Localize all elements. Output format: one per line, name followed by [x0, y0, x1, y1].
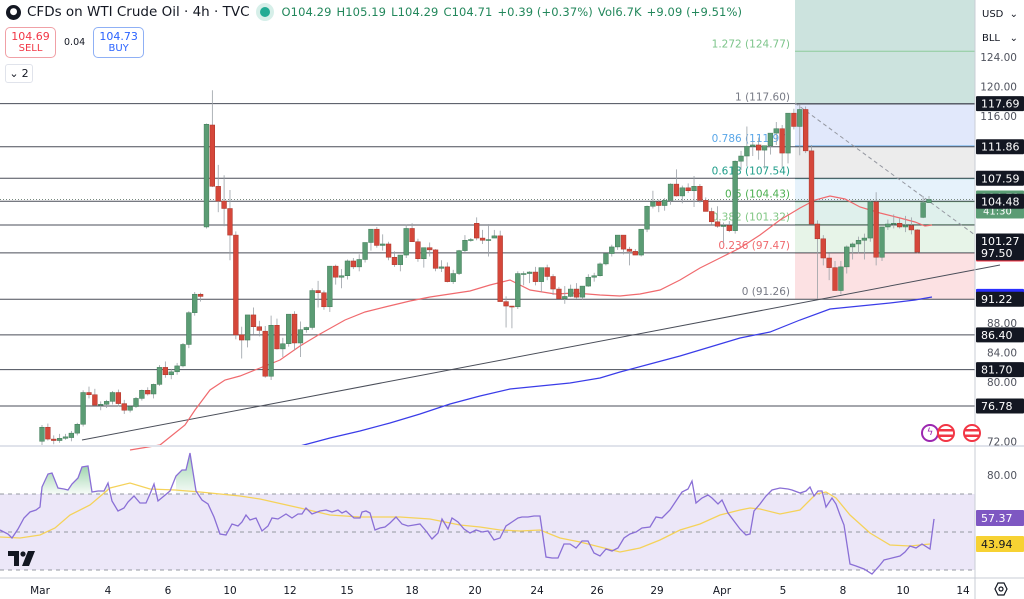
svg-text:8: 8	[840, 585, 847, 597]
svg-text:97.50: 97.50	[981, 247, 1013, 260]
svg-text:41:30: 41:30	[983, 207, 1012, 218]
svg-text:1.272 (124.77): 1.272 (124.77)	[712, 38, 790, 50]
svg-text:1 (117.60): 1 (117.60)	[735, 91, 790, 103]
buy-button[interactable]: 104.73 BUY	[93, 27, 145, 58]
spread-value: 0.04	[64, 37, 86, 48]
svg-text:80.00: 80.00	[987, 377, 1017, 389]
svg-text:0 (91.26): 0 (91.26)	[742, 286, 790, 298]
svg-text:80.00: 80.00	[987, 470, 1017, 482]
svg-text:10: 10	[896, 585, 909, 597]
sell-price: 104.69	[11, 29, 50, 43]
ohlc-values: O104.29 H105.19 L104.29 C104.71 +0.39 (+0.37…	[282, 5, 748, 19]
svg-text:43.94: 43.94	[981, 538, 1013, 551]
svg-text:12: 12	[283, 585, 296, 597]
svg-text:14: 14	[956, 585, 970, 597]
svg-text:84.00: 84.00	[987, 348, 1017, 360]
sell-label: SELL	[18, 42, 43, 54]
fib-retracement-zones[interactable]	[795, 0, 975, 299]
svg-text:0.618 (107.54): 0.618 (107.54)	[712, 166, 790, 178]
rsi-pane[interactable]	[0, 445, 1024, 575]
svg-text:18: 18	[405, 585, 418, 597]
svg-text:29: 29	[650, 585, 663, 597]
us-flag-event-icon[interactable]	[937, 424, 955, 442]
volume-value: Vol6.7K	[597, 5, 642, 19]
svg-text:Mar: Mar	[30, 585, 50, 597]
moving-averages	[129, 195, 933, 451]
svg-text:57.37: 57.37	[981, 512, 1013, 525]
svg-text:104.48: 104.48	[981, 195, 1020, 208]
currency-label: USD	[982, 8, 1004, 20]
buy-label: BUY	[108, 42, 129, 54]
chevron-down-icon: ⌄	[9, 67, 19, 80]
svg-text:4: 4	[105, 585, 112, 597]
svg-text:24: 24	[530, 585, 544, 597]
svg-text:20: 20	[468, 585, 481, 597]
change-value: +0.39 (+0.37%)	[497, 5, 593, 19]
svg-text:111.86: 111.86	[981, 141, 1020, 154]
svg-text:0.236 (97.47): 0.236 (97.47)	[718, 240, 790, 252]
svg-text:88.00: 88.00	[987, 318, 1017, 330]
svg-text:86.40: 86.40	[981, 329, 1013, 342]
svg-text:91.22: 91.22	[981, 293, 1013, 306]
svg-text:Apr: Apr	[713, 585, 732, 597]
market-status-icon	[259, 7, 270, 17]
trade-panel: 104.69 SELL 0.04 104.73 BUY	[5, 27, 145, 58]
svg-text:124.00: 124.00	[980, 52, 1017, 64]
chart-legend: ● CFDs on WTI Crude Oil · 4h · TVC O104.…	[6, 4, 747, 20]
buy-price: 104.73	[99, 29, 138, 43]
svg-text:0.382 (101.32): 0.382 (101.32)	[712, 212, 790, 224]
settings-gear-icon[interactable]	[994, 582, 1008, 596]
svg-text:0.5 (104.43): 0.5 (104.43)	[725, 189, 790, 201]
svg-text:116.00: 116.00	[980, 111, 1017, 123]
svg-text:26: 26	[590, 585, 604, 597]
high-value: H105.19	[336, 5, 387, 19]
currency-select[interactable]: USD ⌄	[979, 4, 1021, 24]
price-axis-controls: USD ⌄ BLL ⌄	[979, 4, 1021, 48]
low-value: L104.29	[391, 5, 439, 19]
fib-labels: 1.272 (124.77) 1 (117.60) 0.786 (111.97) 0.…	[712, 38, 790, 298]
unit-label: BLL	[982, 32, 1001, 44]
svg-text:117.69: 117.69	[981, 98, 1020, 111]
svg-text:5: 5	[780, 585, 787, 597]
svg-text:0.786 (111.97): 0.786 (111.97)	[712, 133, 790, 145]
svg-text:107.59: 107.59	[981, 172, 1020, 185]
indicators-toggle-button[interactable]: ⌄ 2	[5, 64, 33, 83]
chevron-down-icon: ⌄	[1009, 8, 1018, 20]
chevron-down-icon: ⌄	[1009, 32, 1018, 44]
svg-text:10: 10	[223, 585, 236, 597]
indicator-count: 2	[21, 67, 29, 80]
svg-text:76.78: 76.78	[981, 400, 1013, 413]
unit-select[interactable]: BLL ⌄	[979, 28, 1021, 48]
sell-button[interactable]: 104.69 SELL	[5, 27, 56, 58]
svg-text:81.70: 81.70	[981, 364, 1013, 377]
svg-text:15: 15	[340, 585, 353, 597]
symbol-title[interactable]: CFDs on WTI Crude Oil · 4h · TVC	[27, 4, 250, 20]
price-axis-labels: 117.69111.86107.59104.7141:30104.48101.2…	[976, 96, 1024, 552]
svg-text:72.00: 72.00	[987, 436, 1017, 448]
extra-change-value: +9.09 (+9.51%)	[646, 5, 743, 19]
candlesticks	[39, 90, 932, 445]
close-value: C104.71	[443, 5, 493, 19]
trend-lines[interactable]	[81, 102, 1001, 441]
tradingview-logo-icon[interactable]	[8, 551, 36, 566]
svg-text:6: 6	[165, 585, 172, 597]
horizontal-lines[interactable]	[0, 103, 975, 407]
us-flag-event-icon[interactable]	[963, 424, 981, 442]
oil-drop-icon: ●	[6, 4, 21, 20]
open-value: O104.29	[281, 5, 332, 19]
svg-text:101.27: 101.27	[981, 235, 1020, 248]
svg-text:120.00: 120.00	[980, 82, 1017, 94]
